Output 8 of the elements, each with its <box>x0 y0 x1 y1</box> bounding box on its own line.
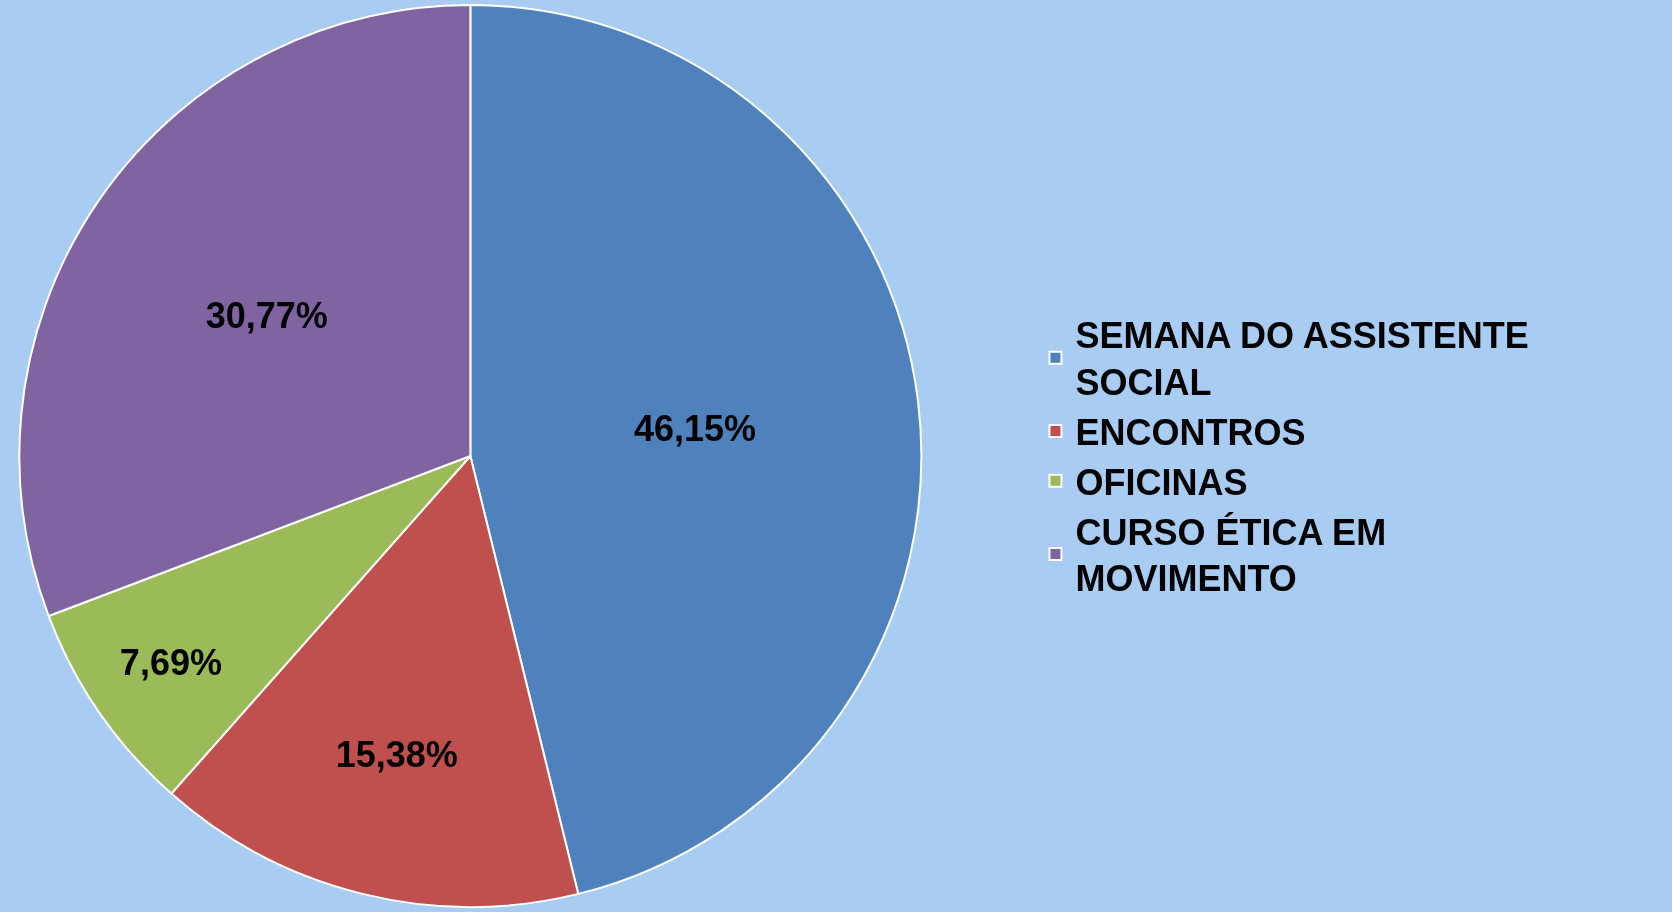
legend-label: CURSO ÉTICA EM MOVIMENTO <box>1075 511 1387 600</box>
legend-label: SEMANA DO ASSISTENTE SOCIAL <box>1075 315 1529 404</box>
data-label: 15,38% <box>335 734 458 776</box>
legend-label: ENCONTROS <box>1075 412 1306 454</box>
legend-label: OFICINAS <box>1075 461 1248 503</box>
data-label: 30,77% <box>205 294 328 336</box>
data-label: 46,15% <box>633 408 757 450</box>
data-label: 7,69% <box>119 642 222 684</box>
